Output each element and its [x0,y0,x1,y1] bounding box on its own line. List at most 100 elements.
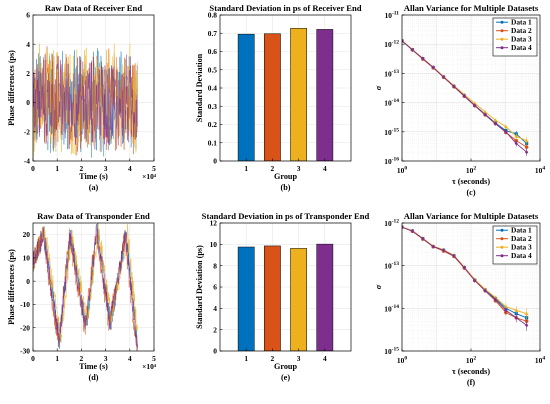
bar-group-1 [237,246,255,351]
marker-data-4 [402,38,404,43]
y-tick-label: 10-16 [384,157,399,167]
x-axis-label: τ (seconds) [452,367,490,376]
bar-group-1 [237,33,255,161]
data-layer [237,28,334,161]
x-tick-label: 102 [466,166,476,176]
x-tick-label: 5 [152,164,156,173]
legend-label: Data 4 [511,43,532,52]
marker-data-4 [462,93,466,98]
marker-data-4 [410,47,414,52]
bar-group-4 [316,243,334,351]
y-tick-label: 0.6 [208,47,218,56]
x-tick-label: 2 [80,354,84,363]
series-line-purple [33,54,138,150]
y-tick-label: 0.4 [208,84,218,93]
data-layer [33,43,138,158]
y-tick-label: 0.2 [208,120,218,129]
chart-title: Standard Deviation in ps of Transponder … [202,211,370,221]
data-layer [33,223,138,351]
y-tick-label: 0 [26,277,30,286]
y-tick-label: 10 [210,240,218,249]
panel-d: -30 -20 -10 0 10 20 0 1 2 3 4 5×10⁴ Raw Data of Tran… [7,211,157,382]
legend-label: Data 2 [511,234,532,243]
marker-data-4 [410,228,414,234]
x-tick-label: 3 [297,164,301,173]
y-tick-label: -4 [24,157,30,166]
panel-caption: (b) [280,183,290,192]
x-tick-label: 4 [323,354,327,363]
data-layer [237,243,334,351]
axes-frame [32,14,155,162]
marker-data-4 [421,56,425,61]
panel-caption: (d) [88,373,98,382]
panel-a: -4 -2 0 2 4 6 0 1 2 3 4 5×10⁴ Raw Data of Receiver E… [7,3,157,192]
y-tick-label: -10 [20,300,30,309]
marker-data-4 [473,103,477,108]
y-tick-label: 4 [26,40,30,49]
y-tick-label: 20 [23,230,31,239]
legend-label: Data 3 [511,243,532,252]
legend-marker [500,245,504,249]
panel-caption: (c) [466,188,475,197]
x-tick-label: 2 [271,164,275,173]
legend-marker [500,228,504,232]
legend-marker [500,37,504,41]
marker-data-3 [483,109,487,114]
series-line-purple [33,224,138,348]
panel-b: 0 0.1 0.2 0.3 0.4 0.5 0.6 0.7 0.8 1 2 3 4 Standard De… [195,3,362,192]
x-tick-label: 5 [152,354,156,363]
y-tick-label: 10-11 [385,11,400,21]
y-tick-label: -20 [20,323,30,332]
marker-data-4 [421,236,425,241]
legend-label: Data 1 [511,18,532,27]
series-line-orange [33,227,138,351]
marker-data-4 [483,288,487,293]
panel-c: 10-16 10-15 10-14 10-13 10-12 10-11 100 102 104 A… [374,3,545,197]
x-tick-label: 102 [466,356,476,366]
series-line-yellow [33,223,138,344]
x-tick-label: 3 [104,354,108,363]
y-axis-label: Phase differences (ps) [7,50,16,126]
bar-group-2 [264,33,281,161]
x-tick-label: 4 [128,164,132,173]
marker-data-4 [431,65,435,70]
marker-data-4 [452,253,456,258]
legend-marker [500,20,504,24]
marker-data-4 [431,244,435,249]
legend-label: Data 1 [511,226,532,235]
legend-box [492,17,538,57]
chart-title: Standard Deviation in ps of Receiver End [209,3,361,13]
x-tick-label: 3 [104,164,108,173]
x-axis-label: Group [274,172,298,181]
x-tick-label: 104 [535,356,545,366]
y-tick-label: 10-15 [384,347,399,357]
marker-data-4 [452,84,456,89]
y-tick-label: 8 [213,261,217,270]
x-exponent-label: ×10⁴ [142,362,157,371]
y-tick-label: 0 [213,157,217,166]
x-tick-label: 1 [244,164,248,173]
y-tick-label: 6 [213,283,217,292]
bar-group-3 [290,248,307,351]
y-tick-label: 2 [26,69,30,78]
x-tick-label: 104 [535,166,545,176]
legend-marker [500,237,504,241]
x-tick-label: 2 [271,354,275,363]
marker-data-4 [483,112,487,117]
y-tick-label: 0.8 [208,11,218,20]
legend-marker [500,46,504,50]
panel-caption: (a) [89,183,99,192]
bar-group-3 [290,28,307,161]
marker-data-4 [441,248,446,253]
x-tick-label: 4 [128,354,132,363]
panel-caption: (e) [281,373,290,382]
y-tick-label: 4 [213,304,217,313]
y-tick-label: 0.5 [208,65,218,74]
y-tick-label: 10-13 [384,69,399,79]
chart-title: Allan Variance for Multiple Datasets [404,3,539,13]
y-axis-label: σ [374,85,383,90]
marker-data-4 [462,265,466,270]
data-layer [402,224,529,332]
